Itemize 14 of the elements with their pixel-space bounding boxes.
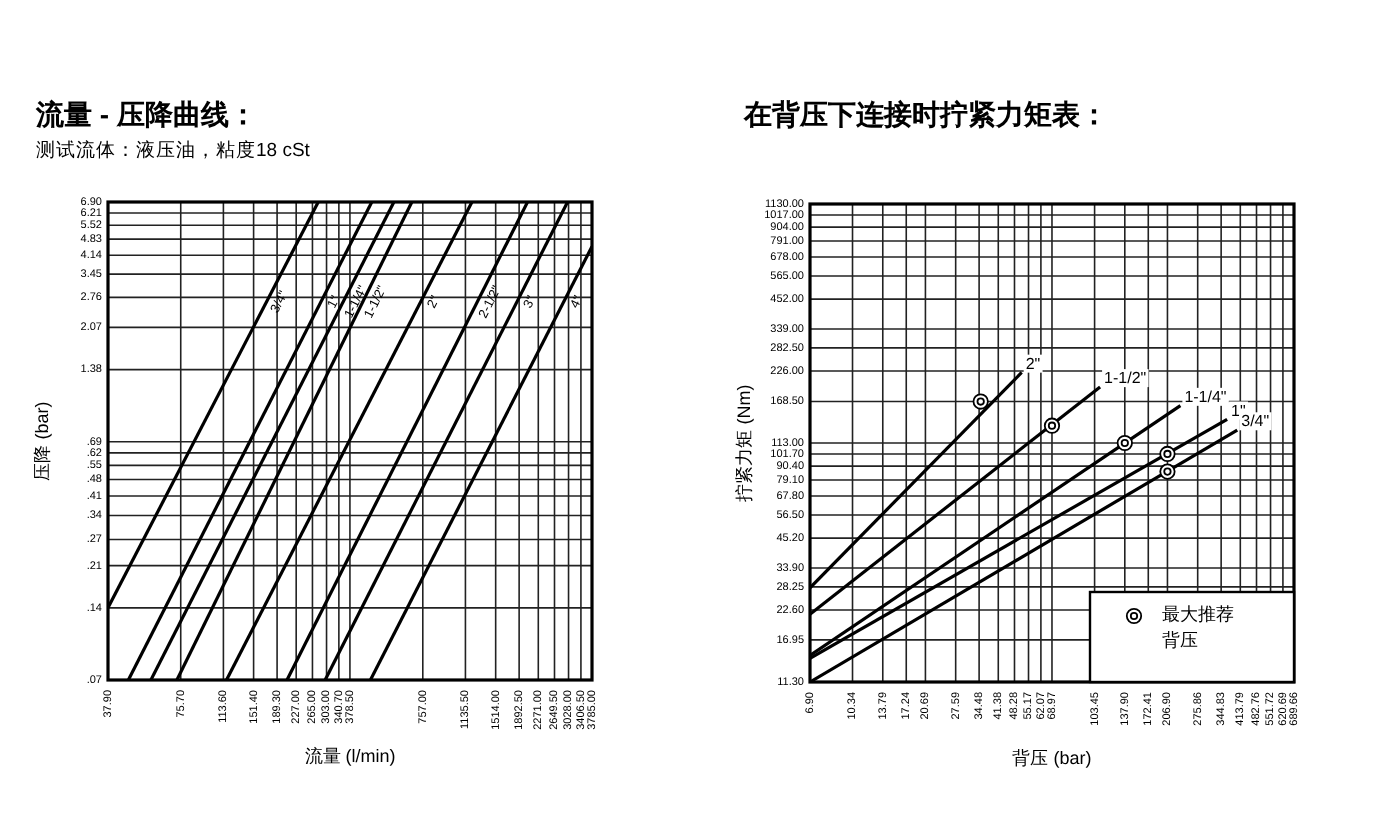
y-axis-title: 压降 (bar) xyxy=(32,401,52,481)
series-label: 1-1/4" xyxy=(1184,387,1227,406)
series-label: 3/4" xyxy=(1241,412,1270,431)
legend-label: 最大推荐背压 xyxy=(1162,604,1234,651)
chart-subtitle: 测试流体：液压油，粘度18 cSt xyxy=(36,138,311,162)
y-axis-title: 拧紧力矩 (Nm) xyxy=(734,384,754,502)
series-label: 1" xyxy=(1231,401,1247,420)
legend: 最大推荐背压 xyxy=(1088,590,1296,684)
x-axis-title: 流量 (l/min) xyxy=(304,746,396,766)
series-label: 1-1/2" xyxy=(1104,369,1147,388)
series-label: 2" xyxy=(1025,354,1041,373)
chart-title: 在背压下连接时拧紧力矩表： xyxy=(742,98,1108,130)
x-axis-title: 背压 (bar) xyxy=(1012,748,1092,768)
chart-title: 流量 - 压降曲线： xyxy=(34,98,257,130)
